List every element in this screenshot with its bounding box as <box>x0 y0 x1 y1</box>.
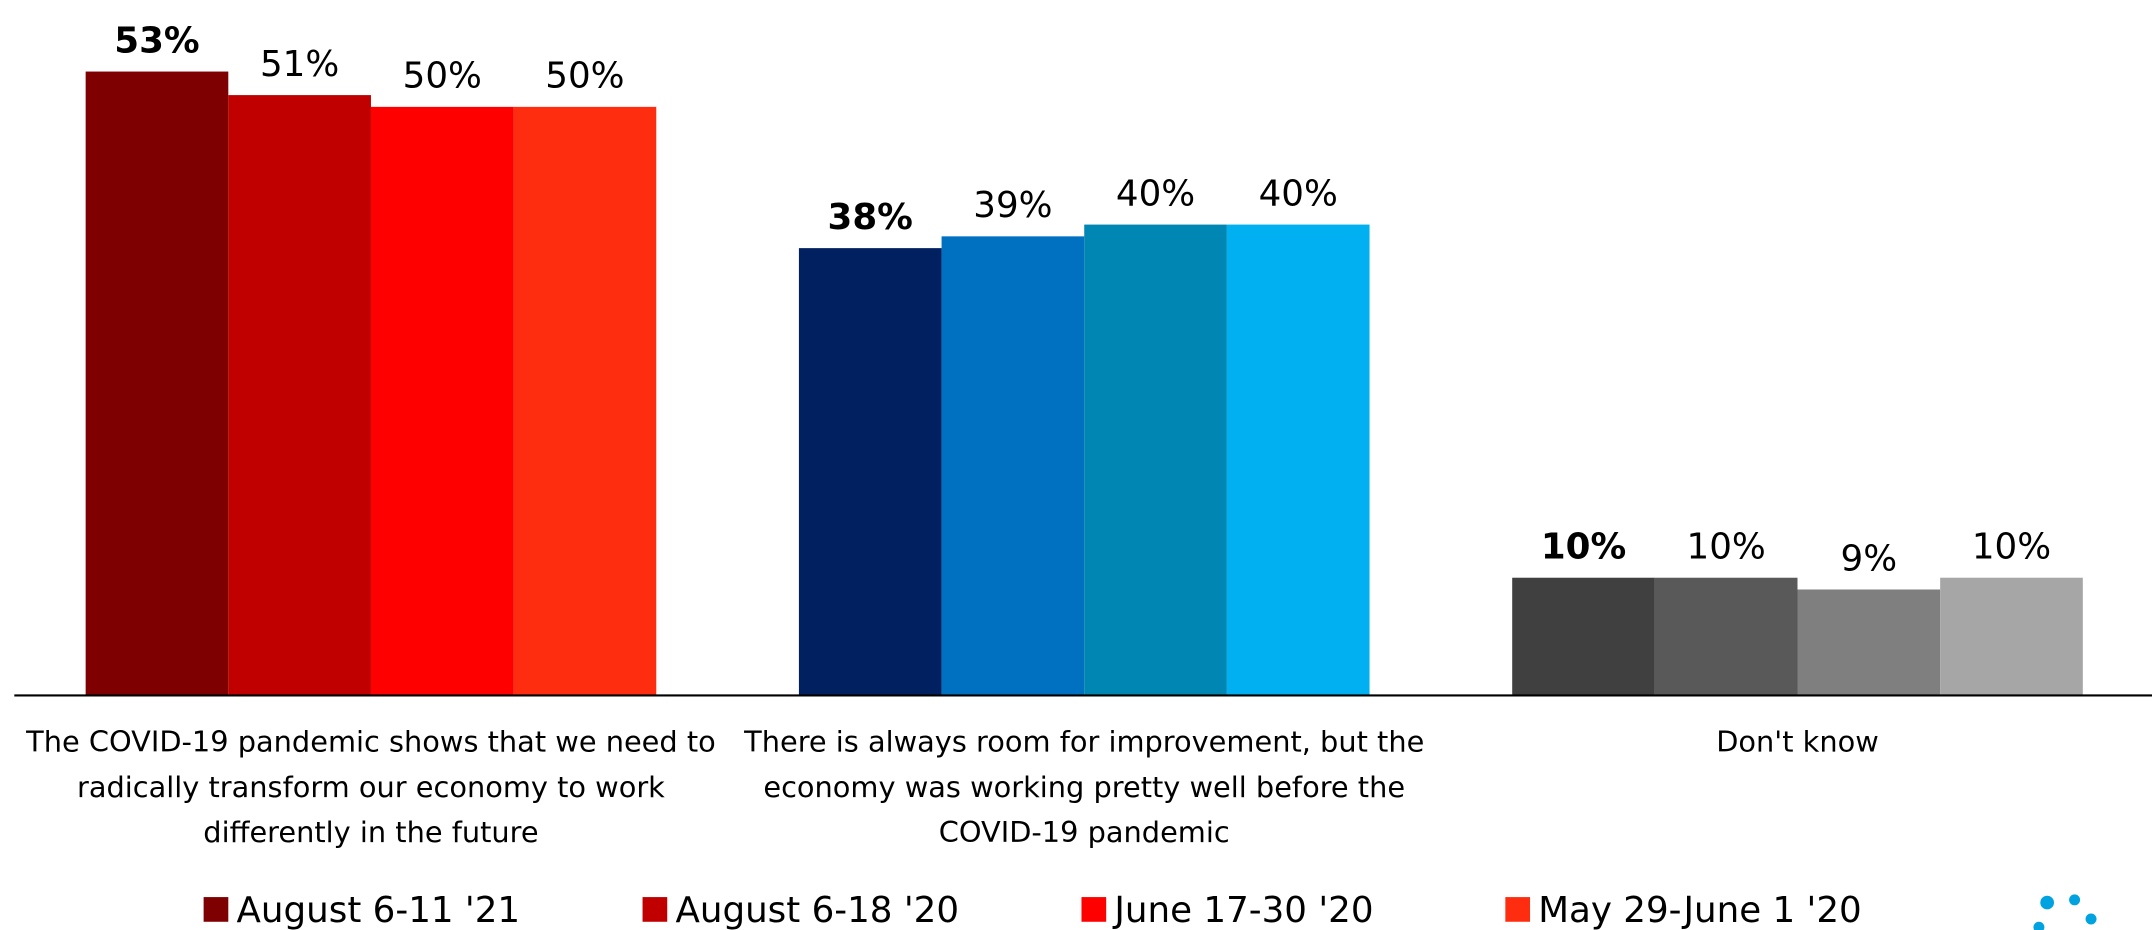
bar <box>1940 577 2083 696</box>
x-label-box: The COVID-19 pandemic shows that we need… <box>26 725 716 850</box>
bar <box>1226 224 1370 696</box>
data-label: 51% <box>260 44 339 85</box>
data-label: 10% <box>1687 527 1766 568</box>
x-tick-label: The COVID-19 pandemic shows that we need… <box>26 725 716 850</box>
legend-swatch <box>642 897 668 922</box>
data-label: 40% <box>1259 173 1338 214</box>
bar <box>941 236 1085 696</box>
data-label: 50% <box>403 56 482 97</box>
data-label: 38% <box>828 197 913 238</box>
logo-dot <box>2033 921 2045 930</box>
legend-swatch <box>1505 897 1531 922</box>
bar <box>1797 589 1941 696</box>
data-label: 9% <box>1841 538 1898 579</box>
bar <box>513 106 657 696</box>
legend-label: August 6-11 '21 <box>237 890 521 930</box>
bar <box>1654 577 1798 696</box>
logo-dot <box>2085 913 2097 925</box>
bar <box>1512 577 1655 696</box>
data-label: 39% <box>973 185 1052 226</box>
legend-label: May 29-June 1 '20 <box>1538 890 1861 930</box>
x-label-box: There is always room for improvement, bu… <box>744 725 1425 850</box>
logo-dot <box>2069 894 2081 906</box>
data-label: 10% <box>1541 527 1626 568</box>
logo-dot <box>2040 895 2055 910</box>
data-label: 10% <box>1972 527 2051 568</box>
x-tick-label: Don't know <box>1716 725 1879 759</box>
x-tick-label: There is always room for improvement, bu… <box>744 725 1425 850</box>
legend-swatch <box>203 897 229 922</box>
data-label: 40% <box>1116 173 1195 214</box>
data-label: 53% <box>114 20 199 61</box>
bar <box>1084 224 1227 696</box>
legend-label: August 6-18 '20 <box>675 890 959 930</box>
bar <box>370 106 514 696</box>
legend-label: June 17-30 '20 <box>1112 890 1373 930</box>
bar <box>228 95 371 696</box>
bar <box>798 248 942 696</box>
x-label-box: Don't know <box>1716 725 1879 759</box>
bar <box>85 71 229 696</box>
data-label: 50% <box>545 56 624 97</box>
legend-swatch <box>1081 897 1107 922</box>
